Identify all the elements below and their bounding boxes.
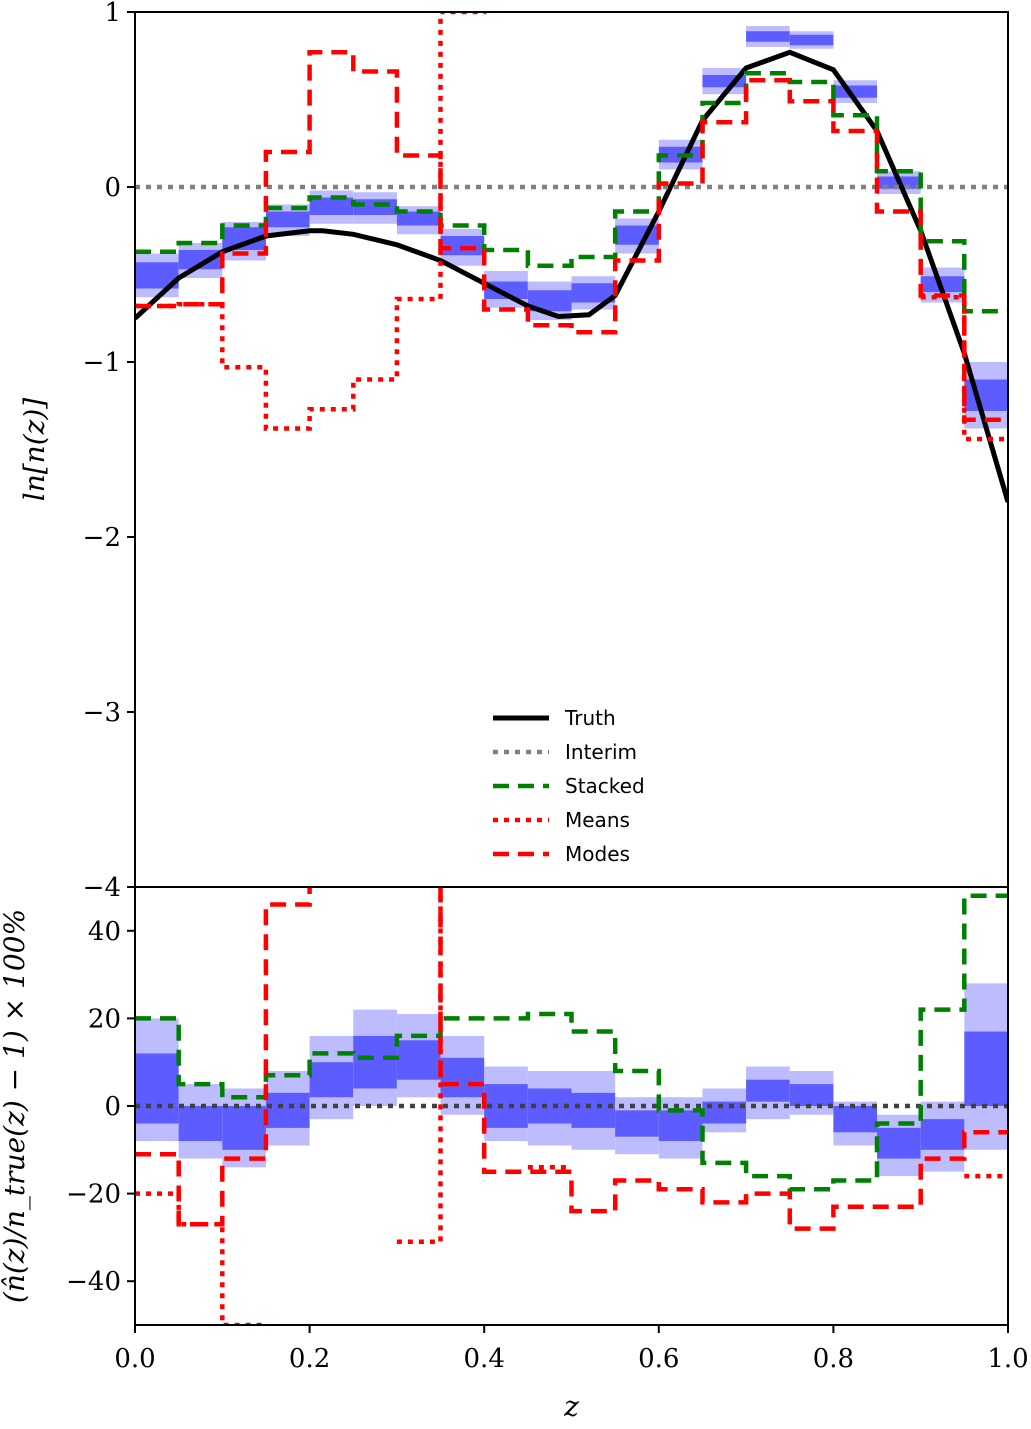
bottom-ytick-label: 0	[104, 1092, 121, 1122]
bottom-xtick-label: 0.2	[289, 1344, 330, 1374]
top-inner-band-bin-6	[396, 211, 441, 226]
top-inner-band-bin-4	[309, 197, 354, 215]
top-inner-band-bin-16	[833, 85, 878, 98]
legend-label-stacked: Stacked	[565, 774, 645, 798]
bottom-inner-band-bin-13	[702, 1101, 747, 1124]
top-panel: 1 0 −1 −2 −3 −4 ln[n(z)]	[18, 0, 1009, 903]
bottom-inner-band-bin-14	[746, 1079, 790, 1102]
top-inner-band-bin-5	[353, 199, 397, 215]
bottom-inner-band-bin-0	[135, 1053, 179, 1124]
top-ytick-label: 1	[104, 0, 121, 28]
top-series-stacked	[135, 71, 1008, 314]
top-inner-band-bin-14	[746, 31, 790, 42]
bottom-inner-band-bin-12	[658, 1110, 703, 1142]
top-series-truth	[135, 49, 1008, 503]
bottom-series-stacked	[135, 893, 1008, 1192]
top-inner-band-bin-8	[484, 281, 528, 299]
bottom-inner-band-bin-3	[265, 1092, 310, 1128]
legend-label-interim: Interim	[565, 740, 637, 764]
legend-label-truth: Truth	[564, 706, 616, 730]
top-plot-area	[135, 12, 1008, 503]
bottom-ytick-label: 20	[88, 1004, 121, 1034]
top-ytick-label: −4	[83, 873, 121, 903]
bottom-inner-band-bin-6	[396, 1040, 441, 1080]
bottom-inner-band-bin-11	[615, 1110, 659, 1137]
top-inner-band-bin-15	[789, 34, 834, 46]
top-ytick-label: −2	[83, 523, 121, 553]
legend-label-means: Means	[565, 808, 630, 832]
top-inner-band-bin-2	[222, 227, 266, 250]
top-ytick-label: −3	[83, 698, 121, 728]
bottom-inner-band-bin-10	[571, 1092, 616, 1128]
bottom-plot-area	[135, 887, 1008, 1325]
bottom-panel: 40 20 0 −20 −40 (n̂(z)/n_true(z) − 1) × 100% 0…	[0, 886, 1029, 1423]
top-ytick-label: 0	[104, 173, 121, 203]
bottom-ytick-label: −40	[66, 1267, 121, 1297]
bottom-inner-band-bin-16	[833, 1106, 878, 1133]
bottom-xtick-label: 1.0	[987, 1344, 1028, 1374]
top-inner-band-bin-9	[527, 290, 572, 312]
bottom-inner-band-bin-2	[222, 1106, 266, 1150]
bottom-xtick-label: 0.4	[464, 1344, 505, 1374]
top-series-modes	[135, 50, 1008, 423]
top-inner-band-bin-18	[920, 276, 965, 292]
bottom-series-modes	[135, 887, 1008, 1231]
bottom-inner-band-bin-1	[178, 1106, 223, 1142]
bottom-inner-band-bin-7	[440, 1057, 485, 1098]
bottom-inner-band-bin-4	[309, 1062, 354, 1098]
legend: Truth Interim Stacked Means Modes	[493, 706, 645, 866]
top-inner-band-bin-10	[571, 283, 616, 303]
bottom-xtick-label: 0.6	[638, 1344, 679, 1374]
bottom-xtick-label: 0.0	[114, 1344, 155, 1374]
x-axis-title: z	[563, 1390, 579, 1423]
bottom-ytick-label: −20	[66, 1180, 121, 1210]
bottom-inner-band-bin-5	[353, 1035, 397, 1089]
bottom-inner-band-bin-18	[920, 1119, 965, 1150]
top-inner-band-bin-3	[265, 211, 310, 228]
top-y-axis-title: ln[n(z)]	[18, 398, 51, 502]
bottom-inner-band-bin-17	[877, 1127, 921, 1159]
legend-label-modes: Modes	[565, 842, 630, 866]
bottom-inner-band-bin-19	[964, 1031, 1008, 1106]
bottom-xtick-label: 0.8	[813, 1344, 854, 1374]
bottom-ytick-label: 40	[88, 917, 121, 947]
top-inner-band-bin-7	[440, 236, 485, 256]
top-ytick-label: −1	[83, 348, 121, 378]
bottom-y-axis-title: (n̂(z)/n_true(z) − 1) × 100%	[0, 909, 31, 1303]
top-inner-band-bin-1	[178, 250, 223, 270]
bottom-inner-band-bin-15	[789, 1084, 834, 1106]
